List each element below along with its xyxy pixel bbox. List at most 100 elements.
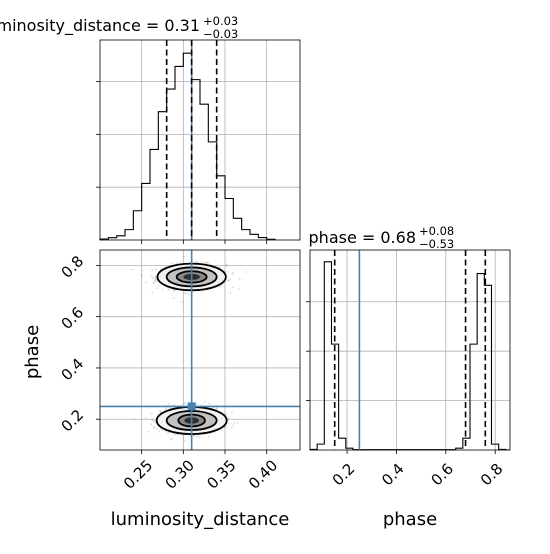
scatter-point [227, 279, 230, 282]
scatter-point [167, 288, 170, 291]
scatter-point [157, 430, 160, 433]
scatter-point [230, 426, 233, 429]
scatter-point [172, 404, 175, 406]
joint-x-tick-label-0: 0.25 [120, 456, 156, 492]
scatter-point [183, 440, 186, 442]
phase-x-axis-label: phase [383, 509, 437, 530]
scatter-point [153, 425, 156, 428]
scatter-point [207, 435, 210, 438]
scatter-point [167, 432, 169, 434]
scatter-point [151, 291, 154, 294]
scatter-point [204, 261, 207, 264]
scatter-point [245, 271, 248, 273]
scatter-point [153, 281, 156, 284]
scatter-point [232, 421, 235, 424]
scatter-point [229, 291, 232, 294]
scatter-point [227, 417, 229, 419]
scatter-point [145, 281, 147, 284]
scatter-point [231, 411, 233, 414]
luminosity-distance-title-sub: −0.03 [203, 27, 238, 41]
scatter-point [133, 418, 135, 421]
scatter-point [227, 419, 230, 421]
scatter-point [216, 407, 219, 410]
joint-y-tick-label-1: 0.4 [58, 355, 88, 385]
scatter-point [218, 266, 221, 269]
scatter-point [219, 286, 221, 288]
scatter-point [226, 265, 228, 267]
scatter-point [196, 260, 199, 263]
scatter-point [236, 422, 239, 424]
scatter-point [152, 427, 155, 430]
scatter-point [179, 260, 182, 263]
scatter-point [189, 435, 192, 437]
scatter-point [187, 293, 190, 296]
joint-x-tick-label-2: 0.35 [203, 456, 239, 492]
scatter-point [185, 292, 188, 295]
scatter-point [231, 273, 234, 275]
scatter-point [183, 255, 186, 258]
joint-frame [99, 249, 301, 451]
scatter-point [141, 269, 144, 272]
scatter-point [168, 431, 171, 434]
scatter-point [162, 288, 164, 291]
scatter-point [158, 410, 161, 412]
scatter-point [183, 402, 186, 405]
scatter-point [165, 407, 167, 409]
scatter-point [215, 408, 218, 410]
scatter-point [195, 402, 198, 405]
scatter-point [140, 274, 143, 277]
ph-x-tick-label-2: 0.6 [427, 460, 457, 490]
luminosity-distance-title: luminosity_distance = 0.31 [0, 16, 200, 36]
scatter-point [229, 278, 232, 281]
scatter-point [201, 261, 203, 263]
scatter-point [172, 290, 175, 293]
scatter-point [196, 435, 199, 438]
scatter-point [204, 400, 206, 403]
luminosity-distance-x-axis-label: luminosity_distance [111, 509, 290, 530]
joint-y-tick-label-2: 0.6 [58, 303, 88, 333]
scatter-point [156, 287, 159, 290]
scatter-point [184, 402, 187, 404]
scatter-point [213, 431, 216, 434]
scatter-point [170, 262, 173, 265]
scatter-point [193, 435, 195, 437]
scatter-point [151, 419, 154, 422]
scatter-point [155, 268, 158, 271]
scatter-point [159, 410, 162, 413]
scatter-point [151, 269, 154, 272]
joint-truth-marker [187, 402, 196, 411]
ph-x-tick-label-1: 0.4 [378, 460, 408, 490]
scatter-point [150, 423, 153, 426]
scatter-point [207, 262, 209, 265]
scatter-point [238, 277, 241, 280]
scatter-point [184, 292, 186, 295]
luminosity-distance-histogram-panel: luminosity_distance = 0.31 +0.03 −0.03 [0, 14, 301, 244]
phase-title-sup: +0.08 [419, 224, 454, 238]
scatter-point [152, 282, 155, 284]
scatter-point [237, 288, 240, 291]
luminosity-distance-title-sup: +0.03 [203, 14, 238, 28]
phase-histogram-panel: phase = 0.68 +0.08 −0.53 phase 0.2 0.4 0.6… [306, 224, 511, 530]
scatter-point [206, 261, 209, 264]
scatter-point [226, 270, 229, 273]
scatter-point [221, 428, 224, 431]
scatter-point [227, 279, 230, 282]
scatter-point [153, 279, 156, 282]
scatter-point [225, 263, 228, 266]
scatter-point [173, 433, 176, 436]
scatter-point [232, 271, 235, 274]
scatter-point [171, 438, 174, 441]
scatter-point [198, 436, 201, 439]
scatter-point [150, 412, 153, 415]
scatter-point [154, 278, 157, 280]
scatter-point [167, 287, 169, 290]
scatter-point [144, 417, 147, 419]
phase-y-axis-label: phase [22, 325, 43, 379]
joint-x-tick-label-1: 0.30 [162, 456, 198, 492]
scatter-point [150, 275, 153, 278]
phase-title: phase = 0.68 [309, 228, 416, 247]
scatter-point [231, 286, 234, 289]
scatter-point [155, 280, 158, 283]
joint-density-panel: luminosity_distance phase 0.25 0.30 0.35 0.… [22, 249, 301, 530]
